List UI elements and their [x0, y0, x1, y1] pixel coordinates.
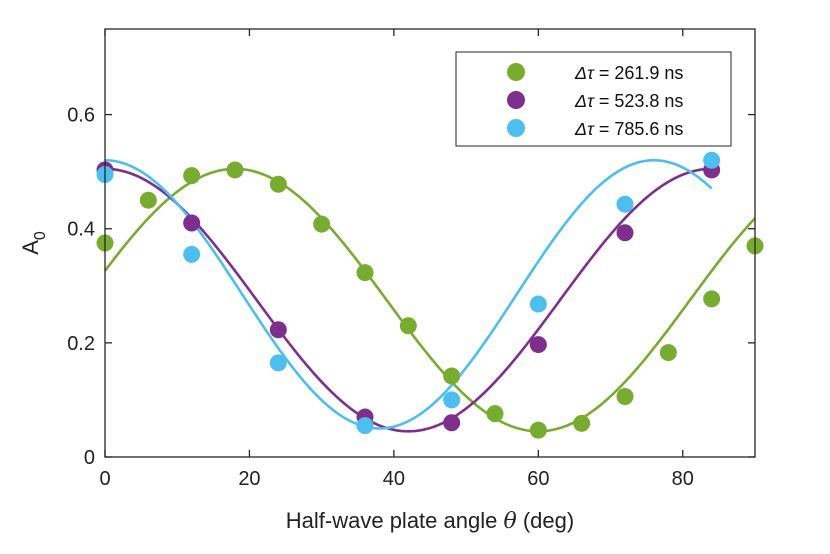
x-tick-label: 20	[238, 468, 260, 490]
point-s0-10	[529, 421, 547, 439]
y-tick-label: 0	[84, 447, 95, 469]
x-axis-title: Half-wave plate angle θ (deg)	[286, 508, 574, 534]
point-s1-2	[269, 321, 287, 339]
y-tick-label: 0.4	[67, 219, 95, 241]
point-s0-13	[659, 344, 677, 362]
x-tick-label: 0	[99, 468, 110, 490]
legend: Δτ = 261.9 ns Δτ = 523.8 ns Δτ = 785.6 n…	[455, 51, 732, 147]
point-s0-5	[313, 215, 331, 233]
y-axis-title: A0	[18, 231, 49, 255]
point-s0-14	[703, 290, 721, 308]
point-s2-7	[703, 151, 721, 169]
legend-label-785-6: Δτ = 785.6 ns	[574, 119, 683, 139]
point-s1-1	[183, 214, 201, 232]
y-axis-title-main: A	[18, 240, 43, 255]
point-s0-1	[139, 191, 157, 209]
point-s2-2	[269, 354, 287, 372]
point-s0-9	[486, 405, 504, 423]
x-tick-label: 80	[672, 468, 694, 490]
legend-marker-261-9	[507, 63, 525, 81]
legend-marker-523-8	[507, 91, 525, 109]
point-s0-6	[356, 264, 374, 282]
legend-box	[455, 51, 732, 147]
y-tick-label: 0.2	[67, 333, 95, 355]
point-s2-6	[616, 195, 634, 213]
fit-line-2	[104, 158, 713, 430]
x-tick-label: 60	[527, 468, 549, 490]
point-s0-2	[183, 167, 201, 185]
point-s1-4	[443, 414, 461, 432]
point-s2-4	[443, 391, 461, 409]
y-tick-label: 0.6	[67, 105, 95, 127]
tick-labels: 0 20 40 60 80 0 0.2 0.4 0.6	[67, 105, 694, 490]
legend-label-261-9: Δτ = 261.9 ns	[574, 63, 683, 83]
fit-line-1	[104, 167, 712, 433]
fit-lines	[103, 158, 756, 433]
point-s0-7	[399, 317, 417, 335]
point-s0-11	[573, 414, 591, 432]
point-s0-12	[616, 388, 634, 406]
point-s1-6	[616, 224, 634, 242]
data-points	[96, 151, 764, 439]
svg-text:A0: A0	[18, 231, 49, 255]
point-s1-5	[529, 336, 547, 354]
y-axis-title-sub: 0	[32, 231, 49, 240]
x-tick-label: 40	[383, 468, 405, 490]
point-s2-3	[356, 417, 374, 435]
point-s2-5	[529, 295, 547, 313]
legend-marker-785-6	[507, 119, 525, 137]
point-s2-1	[183, 245, 201, 263]
legend-label-523-8: Δτ = 523.8 ns	[574, 91, 683, 111]
fit-line-0	[103, 167, 756, 433]
point-s0-8	[443, 367, 461, 385]
point-s0-3	[226, 161, 244, 179]
plot-frame	[104, 28, 756, 458]
point-s0-4	[269, 175, 287, 193]
